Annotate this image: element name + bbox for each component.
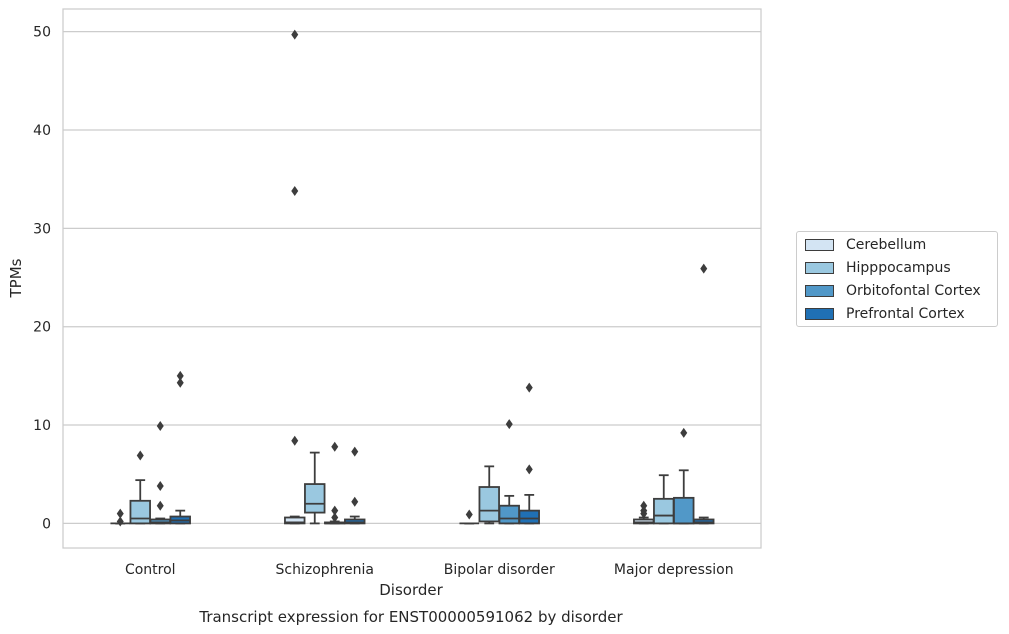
box-iqr	[478, 486, 500, 523]
series-cerebellum	[110, 29, 655, 527]
box	[478, 465, 500, 525]
x-axis-label: Disorder	[379, 581, 443, 599]
box	[284, 29, 306, 525]
outlier-point	[351, 496, 359, 507]
y-tick-label: 20	[33, 320, 51, 336]
y-tick-labels: 0 10 20 30 40 50	[33, 25, 51, 533]
outlier-point	[156, 481, 164, 492]
series-orbitofontal-cortex	[149, 419, 695, 525]
box	[498, 419, 520, 525]
outlier-point	[331, 512, 339, 523]
legend-swatch	[805, 239, 834, 251]
box-iqr	[284, 516, 306, 525]
y-tick-label: 50	[33, 25, 51, 41]
box-iqr	[693, 518, 715, 525]
box	[169, 370, 191, 525]
x-tick-label: Schizophrenia	[276, 562, 374, 578]
legend-item: Cerebellum	[805, 235, 926, 255]
box-iqr	[304, 483, 326, 514]
y-tick-label: 10	[33, 418, 51, 434]
x-tick-label: Bipolar disorder	[444, 562, 555, 578]
box-iqr	[129, 499, 151, 525]
legend-swatch	[805, 308, 834, 320]
box	[673, 427, 695, 525]
x-tick-labels: Control Schizophrenia Bipolar disorder Majo…	[125, 562, 734, 578]
box-iqr	[498, 504, 520, 525]
outlier-point	[291, 435, 299, 446]
box	[518, 382, 540, 525]
legend-label: Cerebellum	[846, 237, 927, 253]
chart-title: Transcript expression for ENST0000059106…	[198, 608, 623, 626]
box	[344, 446, 366, 525]
legend-item: Orbitofontal Cortex	[805, 281, 981, 301]
outlier-point	[525, 464, 533, 475]
legend-item: Prefrontal Cortex	[805, 304, 965, 324]
box	[324, 441, 346, 525]
plot-frame	[62, 8, 762, 549]
x-tick-label: Control	[125, 562, 176, 578]
box-iqr	[673, 496, 695, 525]
legend-swatch	[805, 262, 834, 274]
outlier-point	[331, 441, 339, 452]
outlier-point	[156, 500, 164, 511]
y-tick-label: 40	[33, 123, 51, 139]
outlier-point	[116, 508, 124, 519]
box-series	[110, 29, 715, 527]
outlier-point	[680, 427, 688, 438]
outlier-point	[176, 370, 184, 381]
outlier-point	[136, 450, 144, 461]
gridlines	[63, 30, 761, 525]
outlier-point	[351, 446, 359, 457]
box-iqr	[518, 509, 540, 525]
box	[110, 508, 131, 527]
y-axis-label: TPMs	[7, 258, 25, 298]
outlier-point	[176, 377, 184, 388]
outlier-point	[331, 505, 339, 516]
legend-label: Prefrontal Cortex	[846, 306, 965, 322]
box	[129, 450, 151, 525]
box-iqr	[653, 497, 675, 525]
outlier-point	[291, 29, 299, 40]
outlier-point	[505, 419, 513, 430]
outlier-point	[700, 263, 708, 274]
box	[693, 263, 715, 525]
outlier-point	[465, 509, 473, 520]
outlier-point	[640, 500, 648, 511]
series-prefrontal-cortex	[169, 263, 715, 525]
series-hipppocampus	[129, 450, 675, 525]
outlier-point	[156, 421, 164, 432]
legend-label: Orbitofontal Cortex	[846, 283, 981, 299]
box	[633, 500, 655, 525]
box	[149, 421, 171, 525]
outlier-point	[116, 516, 124, 527]
outlier-point	[525, 382, 533, 393]
box-iqr	[344, 518, 366, 525]
x-tick-label: Major depression	[614, 562, 734, 578]
box	[653, 474, 675, 525]
legend-swatch	[805, 285, 834, 297]
y-tick-label: 0	[42, 516, 51, 532]
legend-label: Hipppocampus	[846, 260, 951, 276]
y-tick-label: 30	[33, 221, 51, 237]
legend: Cerebellum Hipppocampus Orbitofontal Corte…	[796, 231, 998, 327]
legend-item: Hipppocampus	[805, 258, 951, 278]
box	[459, 509, 480, 525]
outlier-point	[291, 185, 299, 196]
box	[304, 451, 326, 525]
